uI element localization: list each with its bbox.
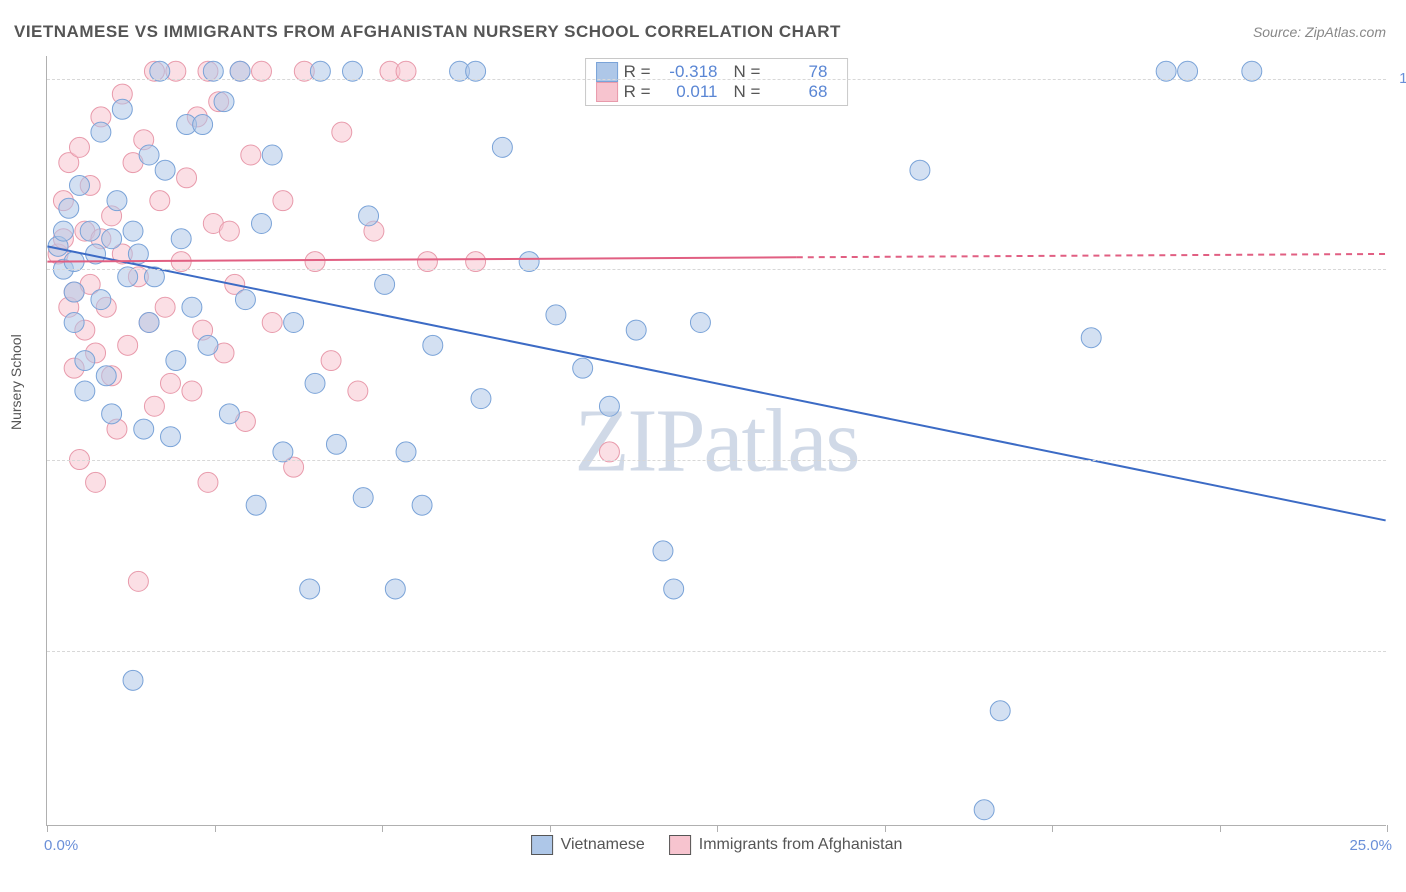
legend-series: Vietnamese Immigrants from Afghanistan [531,835,903,855]
x-tick-mark [215,825,216,832]
legend-series-label: Immigrants from Afghanistan [699,836,903,854]
x-tick-mark [885,825,886,832]
x-tick-mark [717,825,718,832]
y-tick-label: 92.5% [1396,642,1406,659]
legend-N-value: 68 [771,82,827,102]
y-tick-label: 97.5% [1396,260,1406,277]
x-tick-mark [1052,825,1053,832]
legend-swatch [531,835,553,855]
grid-line [47,269,1386,270]
y-axis-label: Nursery School [8,334,24,430]
legend-R-value: 0.011 [662,82,718,102]
y-tick-label: 95.0% [1396,451,1406,468]
legend-stat-row: R = 0.011 N = 68 [596,82,838,102]
legend-swatch [669,835,691,855]
x-tick-mark [382,825,383,832]
x-tick-mark [550,825,551,832]
grid-line [47,79,1386,80]
x-tick-mark [1220,825,1221,832]
chart-area: ZIPatlas R = -0.318 N = 78 R = 0.011 N =… [46,56,1386,826]
grid-line [47,460,1386,461]
legend-swatch [596,82,618,102]
source-label: Source: ZipAtlas.com [1253,24,1386,40]
legend-N-label: N = [734,82,761,102]
x-tick-max: 25.0% [1349,837,1392,854]
legend-R-label: R = [624,82,651,102]
legend-series-item: Vietnamese [531,835,645,855]
scatter-plot [47,56,1386,825]
x-tick-mark [47,825,48,832]
x-tick-mark [1387,825,1388,832]
y-tick-label: 100.0% [1396,70,1406,87]
chart-title: VIETNAMESE VS IMMIGRANTS FROM AFGHANISTA… [14,22,841,42]
grid-line [47,651,1386,652]
legend-series-item: Immigrants from Afghanistan [669,835,903,855]
legend-stats: R = -0.318 N = 78 R = 0.011 N = 68 [585,58,849,106]
legend-series-label: Vietnamese [561,836,645,854]
x-tick-min: 0.0% [44,837,78,854]
